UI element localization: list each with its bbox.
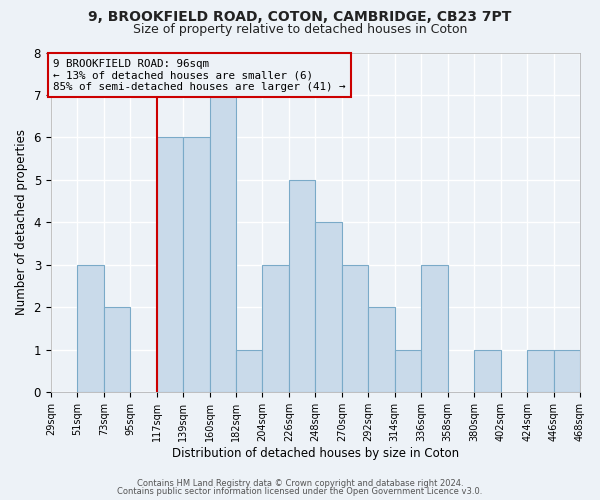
- Bar: [289, 180, 316, 392]
- Text: Contains HM Land Registry data © Crown copyright and database right 2024.: Contains HM Land Registry data © Crown c…: [137, 478, 463, 488]
- Bar: [209, 95, 236, 392]
- X-axis label: Distribution of detached houses by size in Coton: Distribution of detached houses by size …: [172, 447, 459, 460]
- Text: Size of property relative to detached houses in Coton: Size of property relative to detached ho…: [133, 22, 467, 36]
- Text: 9, BROOKFIELD ROAD, COTON, CAMBRIDGE, CB23 7PT: 9, BROOKFIELD ROAD, COTON, CAMBRIDGE, CB…: [88, 10, 512, 24]
- Text: Contains public sector information licensed under the Open Government Licence v3: Contains public sector information licen…: [118, 487, 482, 496]
- Bar: [316, 222, 342, 392]
- Bar: [104, 308, 130, 392]
- Bar: [368, 308, 395, 392]
- Bar: [527, 350, 554, 393]
- Bar: [395, 350, 421, 393]
- Text: 9 BROOKFIELD ROAD: 96sqm
← 13% of detached houses are smaller (6)
85% of semi-de: 9 BROOKFIELD ROAD: 96sqm ← 13% of detach…: [53, 59, 346, 92]
- Bar: [77, 265, 104, 392]
- Bar: [183, 138, 209, 392]
- Bar: [554, 350, 580, 393]
- Bar: [236, 350, 262, 393]
- Bar: [157, 138, 183, 392]
- Bar: [262, 265, 289, 392]
- Bar: [474, 350, 500, 393]
- Bar: [342, 265, 368, 392]
- Bar: [421, 265, 448, 392]
- Y-axis label: Number of detached properties: Number of detached properties: [15, 130, 28, 316]
